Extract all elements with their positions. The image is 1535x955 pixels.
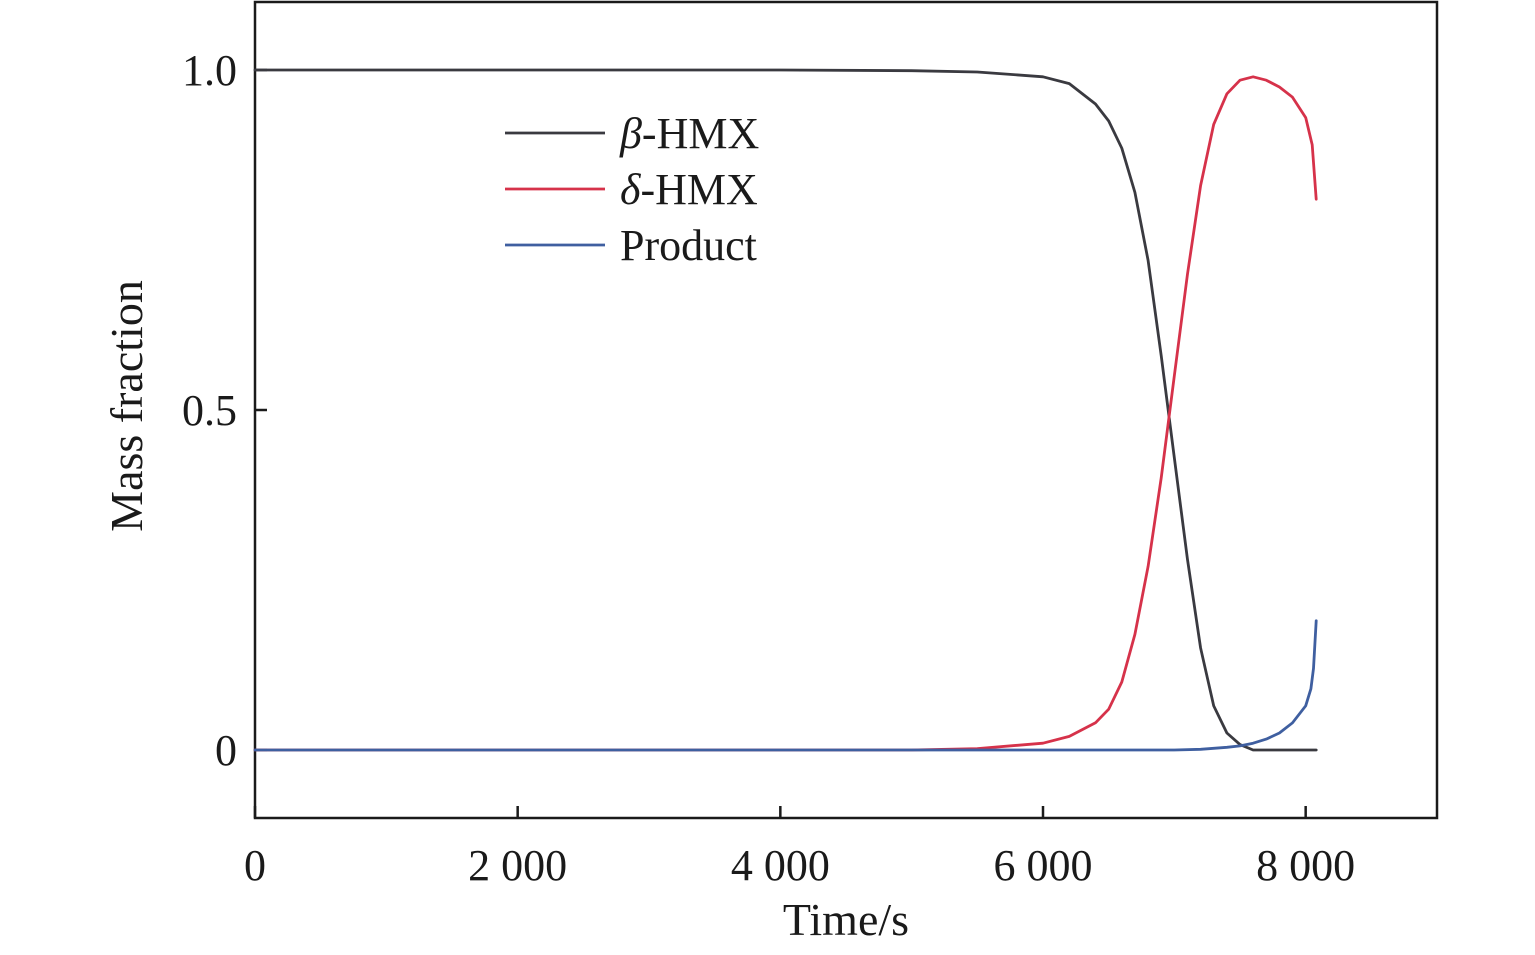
legend-label-rest-0: -HMX: [642, 109, 759, 158]
series-lines: [253, 68, 1318, 752]
tick-marks: [253, 68, 1307, 818]
x-axis-title: Time/s: [783, 894, 909, 945]
y-tick-label-0: 0: [215, 726, 237, 775]
tick-labels: 0 2 000 4 000 6 000 8 000 0 0.5 1.0: [182, 46, 1355, 890]
y-tick-label-2: 1.0: [182, 46, 237, 95]
x-tick-label-0: 0: [244, 841, 266, 890]
legend-label-2: Product: [620, 221, 757, 270]
series-line-1: [253, 75, 1318, 752]
x-tick-label-2: 4 000: [731, 841, 830, 890]
legend-label-rest-1: -HMX: [640, 165, 757, 214]
x-tick-label-4: 8 000: [1256, 841, 1355, 890]
plot-frame: [253, 0, 1439, 820]
y-tick-label-1: 0.5: [182, 386, 237, 435]
legend-label-0: β-HMX: [619, 109, 759, 158]
x-tick-label-3: 6 000: [994, 841, 1093, 890]
legend-label-1: δ-HMX: [620, 165, 758, 214]
legend-label-greek-0: β: [619, 109, 642, 158]
series-line-2: [253, 619, 1318, 752]
x-tick-label-1: 2 000: [468, 841, 567, 890]
series-line-0: [253, 68, 1318, 752]
legend-label-greek-1: δ: [620, 165, 642, 214]
y-axis-title: Mass fraction: [101, 280, 152, 532]
